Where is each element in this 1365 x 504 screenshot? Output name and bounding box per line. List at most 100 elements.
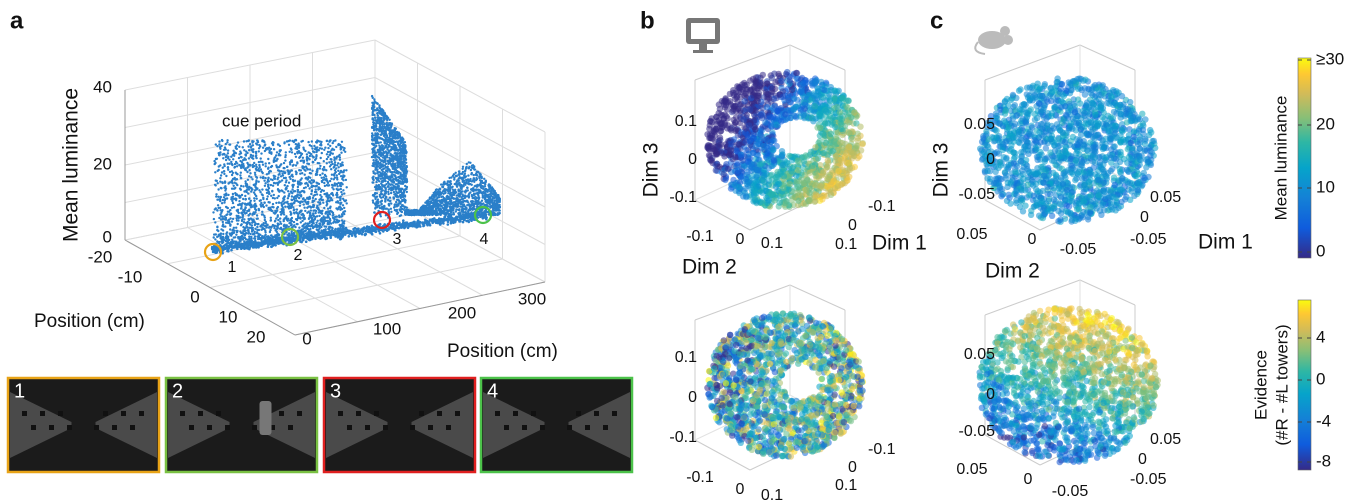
point (277, 233, 279, 235)
point (227, 211, 229, 213)
point (326, 231, 328, 233)
point (218, 154, 220, 156)
point (256, 231, 258, 233)
point (221, 225, 223, 227)
point (262, 164, 264, 166)
point (231, 181, 233, 183)
point (338, 166, 340, 168)
point (303, 203, 305, 205)
point (407, 223, 410, 226)
point (378, 230, 381, 233)
point (251, 178, 253, 180)
point (289, 163, 291, 165)
point (399, 174, 401, 176)
point (303, 160, 305, 162)
point (390, 154, 392, 156)
point (338, 220, 340, 222)
point (247, 221, 249, 223)
point (384, 229, 387, 232)
point (394, 129, 396, 131)
point (236, 193, 238, 195)
point (328, 161, 330, 163)
point (277, 216, 279, 218)
point (354, 233, 357, 236)
point (404, 226, 407, 229)
point (316, 171, 318, 173)
point (222, 157, 224, 159)
point (225, 156, 227, 158)
point (429, 218, 432, 221)
point (242, 185, 244, 187)
point (354, 235, 357, 238)
point (299, 216, 301, 218)
point (269, 229, 271, 231)
point (297, 186, 299, 188)
point (270, 166, 272, 168)
point (337, 230, 339, 232)
point (377, 187, 379, 189)
point (388, 203, 390, 205)
point (327, 215, 329, 217)
point (395, 201, 397, 203)
point (323, 207, 325, 209)
point (380, 178, 382, 180)
point (331, 161, 333, 163)
point (387, 181, 389, 183)
point (244, 241, 246, 243)
point (261, 235, 263, 237)
point (467, 174, 469, 176)
point (397, 223, 400, 226)
point (229, 209, 231, 211)
point (304, 170, 306, 172)
point (228, 143, 230, 145)
point (378, 174, 380, 176)
point (254, 186, 256, 188)
point (337, 200, 339, 202)
point (330, 168, 332, 170)
point (251, 141, 253, 143)
point (279, 240, 281, 242)
point (334, 161, 336, 163)
point (307, 234, 309, 236)
point (352, 231, 355, 234)
point (327, 151, 329, 153)
point (329, 213, 331, 215)
point (216, 240, 218, 242)
point (339, 238, 342, 241)
point (396, 140, 398, 142)
point (394, 152, 396, 154)
point (296, 162, 298, 164)
point (331, 227, 333, 229)
point (213, 218, 215, 220)
point (379, 195, 381, 197)
point (317, 182, 319, 184)
point (456, 218, 459, 221)
point (323, 176, 325, 178)
point (251, 214, 253, 216)
point (224, 225, 226, 227)
point (260, 239, 262, 241)
point (267, 177, 269, 179)
point (392, 186, 394, 188)
point (264, 202, 266, 204)
point (220, 174, 222, 176)
point (218, 165, 220, 167)
point (260, 242, 262, 244)
point (386, 167, 388, 169)
point (245, 140, 247, 142)
point (270, 227, 272, 229)
point (294, 190, 296, 192)
point (227, 194, 229, 196)
point (290, 222, 292, 224)
point (284, 159, 286, 161)
point (259, 166, 261, 168)
point (371, 126, 373, 128)
point (404, 146, 406, 148)
point (386, 170, 388, 172)
point (247, 218, 249, 220)
point (224, 180, 226, 182)
point (242, 215, 244, 217)
point (400, 165, 402, 167)
point (329, 145, 331, 147)
point (307, 203, 309, 205)
